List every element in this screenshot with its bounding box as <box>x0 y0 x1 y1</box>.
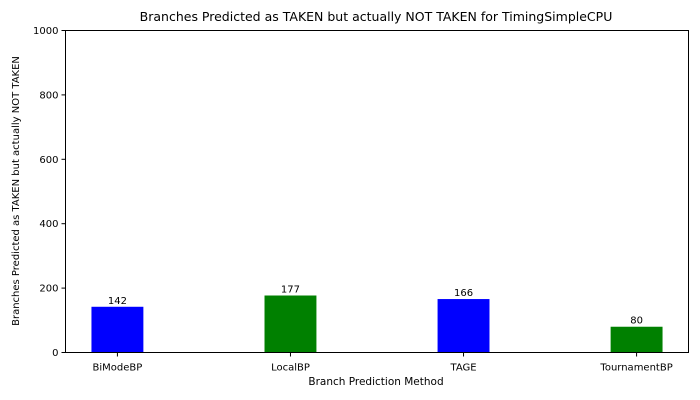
chart-title: Branches Predicted as TAKEN but actually… <box>140 9 613 24</box>
bar-bimodebp <box>91 306 144 353</box>
data-label: 80 <box>630 316 643 327</box>
y-tick-label: 1000 <box>33 26 58 37</box>
y-tick-label: 200 <box>39 284 58 295</box>
y-tick-label: 600 <box>39 155 58 166</box>
plot-frame <box>65 30 689 353</box>
data-label: 166 <box>454 288 473 299</box>
bar-localbp <box>264 295 317 353</box>
bar-tournamentbp <box>610 326 663 353</box>
y-tick-label: 800 <box>39 90 58 101</box>
data-label: 142 <box>108 296 127 307</box>
data-label: 177 <box>281 285 300 296</box>
plot-area: 0 200 400 600 800 1000 BiModeBP 142 LocalBP 177 TA… <box>33 26 673 374</box>
y-axis-label: Branches Predicted as TAKEN but actually… <box>11 56 22 326</box>
x-tick-label: BiModeBP <box>93 363 143 374</box>
x-tick-label: LocalBP <box>271 363 310 374</box>
x-tick-label: TAGE <box>449 363 476 374</box>
y-tick-label: 0 <box>52 348 58 359</box>
bar-tage <box>437 299 490 353</box>
x-axis-label: Branch Prediction Method <box>308 376 443 388</box>
y-tick-label: 400 <box>39 219 58 230</box>
x-tick-label: TournamentBP <box>599 363 672 374</box>
